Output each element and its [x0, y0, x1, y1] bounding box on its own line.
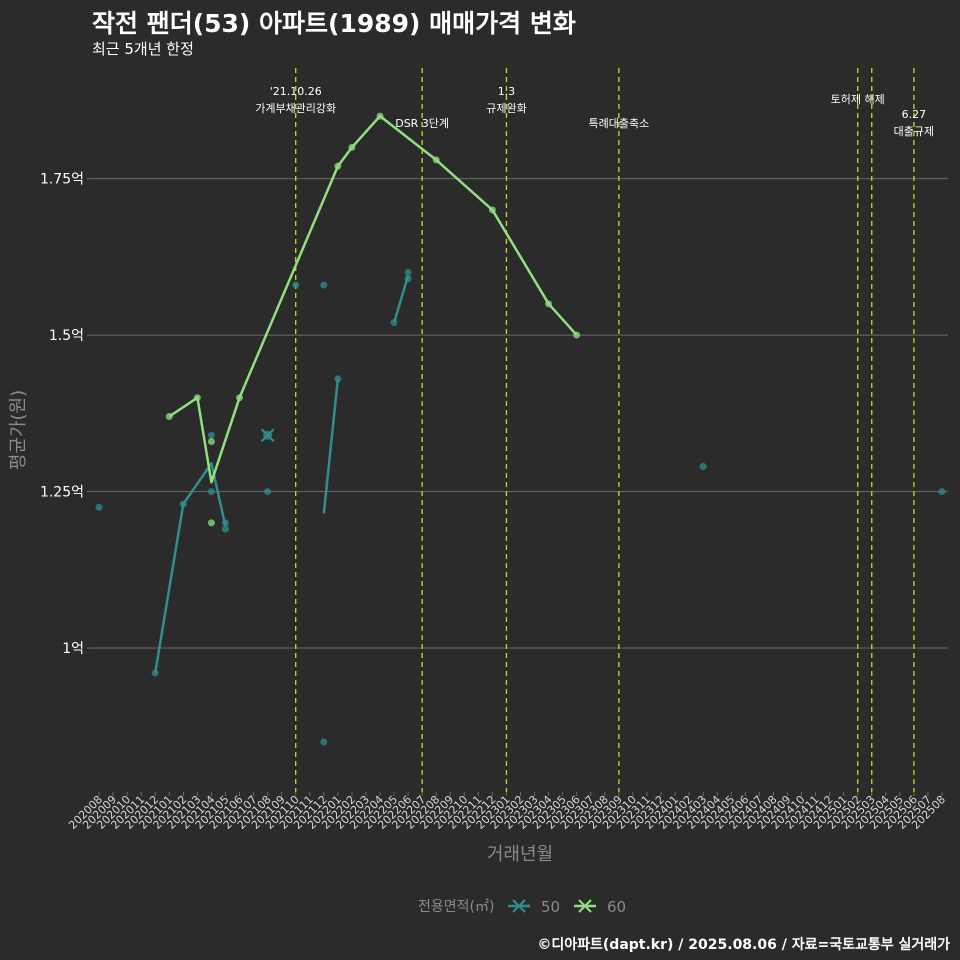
event-label: 특례대출축소: [588, 117, 649, 130]
y-tick-label: 1.25억: [40, 485, 84, 501]
x-tick-labels: 2020082020092020102020112020122021012021…: [66, 792, 948, 832]
series-60-line: [168, 114, 578, 484]
series-60-point: [165, 412, 173, 420]
series-50-point: [264, 488, 272, 496]
series-50-point: [207, 431, 215, 439]
event-label: '21.10.26: [270, 85, 322, 98]
series-50-line: [392, 275, 410, 323]
cross-marker: [260, 428, 275, 442]
series-60-point: [207, 438, 215, 446]
series-50-line: [322, 378, 340, 514]
series-50-point: [334, 375, 342, 383]
chart-subtitle: 최근 5개년 한정: [92, 40, 194, 58]
series-50-point: [404, 269, 412, 277]
series-50-point: [221, 519, 229, 527]
legend-label: 60: [607, 898, 626, 916]
series-50-point: [221, 525, 229, 533]
series-50-point: [207, 488, 215, 496]
event-label: 규제완화: [486, 102, 526, 115]
y-axis-title: 평균가(원): [8, 390, 29, 470]
y-tick-label: 1.5억: [49, 328, 84, 344]
series-60-point: [573, 331, 581, 339]
legend-title: 전용면적(㎡): [418, 899, 494, 915]
event-label: 토허제 해제: [831, 92, 885, 106]
legend-label: 50: [541, 898, 560, 916]
event-label: 1.3: [498, 85, 516, 98]
chart-title: 작전 팬더(53) 아파트(1989) 매매가격 변화: [92, 9, 576, 38]
series-50-point: [404, 275, 412, 283]
legend: 전용면적(㎡) 50 60: [418, 898, 626, 916]
event-label: 대출규제: [894, 125, 934, 138]
series-50-point: [151, 669, 159, 677]
source-caption: ©디아파트(dapt.kr) / 2025.08.06 / 자료=국토교통부 실…: [537, 937, 950, 953]
series-50-point: [390, 319, 398, 327]
series-60-point: [348, 143, 356, 151]
legend-key-cross: [512, 899, 526, 913]
series-50-point: [320, 281, 328, 289]
event-label: 가계부채관리강화: [255, 102, 336, 115]
x-axis-title: 거래년월: [487, 844, 553, 865]
legend-key-cross: [578, 899, 592, 913]
series-50-point: [699, 463, 707, 471]
series-60-point: [207, 519, 215, 527]
series-points: [95, 112, 946, 746]
series-60-point: [545, 300, 553, 308]
series-60-point: [376, 112, 384, 120]
series-50-point: [938, 488, 946, 496]
y-tick-label: 1억: [62, 641, 84, 657]
series-60-point: [193, 394, 201, 402]
series-50-point: [320, 738, 328, 746]
series-60-point: [334, 162, 342, 170]
series-50-point: [292, 281, 300, 289]
series-50-point: [95, 503, 103, 511]
y-gridlines: [87, 178, 948, 649]
series-50-line: [153, 462, 227, 674]
series-50-point: [179, 500, 187, 508]
series-60-point: [432, 156, 440, 164]
event-label: DSR 3단계: [395, 117, 449, 130]
y-tick-label: 1.75억: [40, 172, 84, 188]
series-60-point: [488, 206, 496, 214]
y-tick-labels: 1억 1.25억 1.5억 1.75억: [40, 172, 84, 657]
event-label: 6.27: [902, 108, 927, 121]
series-lines: [153, 114, 578, 674]
series-60-point: [236, 394, 243, 402]
